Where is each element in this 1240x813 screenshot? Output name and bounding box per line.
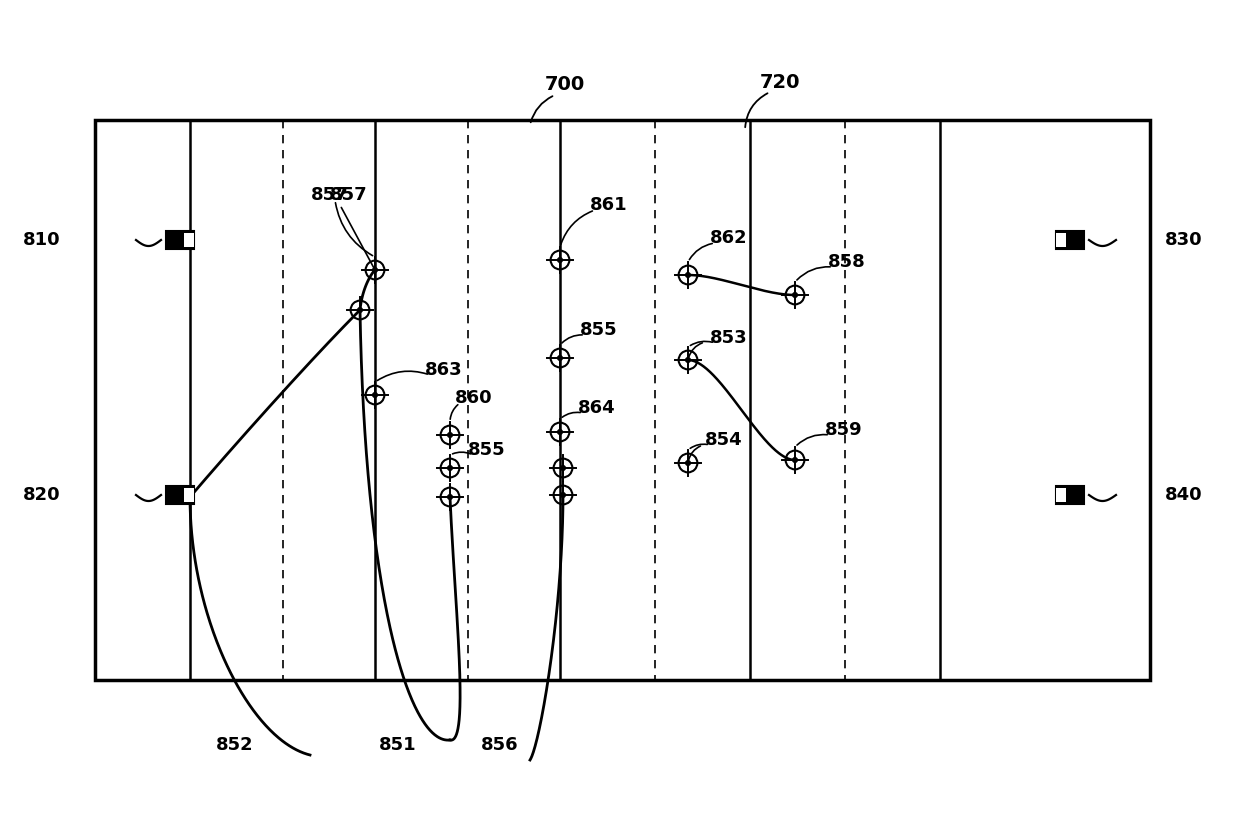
Text: 854: 854	[706, 431, 743, 449]
Circle shape	[686, 358, 691, 363]
Text: 855: 855	[467, 441, 506, 459]
Text: 857: 857	[330, 186, 367, 204]
Text: 840: 840	[1166, 486, 1203, 504]
Circle shape	[448, 494, 453, 499]
Text: 830: 830	[1166, 231, 1203, 249]
Text: 859: 859	[825, 421, 863, 439]
Text: 863: 863	[425, 361, 463, 379]
Bar	[1056, 488, 1066, 502]
Bar	[1056, 233, 1066, 247]
Bar	[184, 488, 193, 502]
Circle shape	[686, 272, 691, 277]
Text: 700: 700	[544, 76, 585, 94]
Text: 852: 852	[216, 736, 254, 754]
Bar	[166, 231, 193, 249]
Circle shape	[448, 433, 453, 437]
Text: 860: 860	[455, 389, 492, 407]
Circle shape	[560, 466, 565, 471]
Bar	[95, 120, 1149, 680]
Text: 820: 820	[22, 486, 60, 504]
Bar	[184, 233, 193, 247]
Text: 861: 861	[590, 196, 627, 214]
Circle shape	[792, 293, 797, 298]
Bar	[1056, 231, 1084, 249]
Circle shape	[558, 258, 563, 263]
Text: 851: 851	[379, 736, 417, 754]
Bar	[1056, 486, 1084, 504]
Circle shape	[560, 493, 565, 498]
Circle shape	[448, 466, 453, 471]
Text: 810: 810	[22, 231, 60, 249]
Circle shape	[558, 429, 563, 434]
Text: 855: 855	[580, 321, 618, 339]
Circle shape	[792, 458, 797, 463]
Text: 857: 857	[311, 186, 348, 204]
Text: 864: 864	[578, 399, 615, 417]
Circle shape	[373, 393, 377, 398]
Text: 862: 862	[711, 229, 748, 247]
Circle shape	[357, 307, 362, 312]
Circle shape	[373, 267, 377, 272]
Text: 853: 853	[711, 329, 748, 347]
Circle shape	[686, 461, 691, 465]
Text: 856: 856	[481, 736, 518, 754]
Text: 720: 720	[760, 72, 800, 92]
Text: 858: 858	[828, 253, 866, 271]
Circle shape	[558, 355, 563, 360]
Bar	[166, 486, 193, 504]
